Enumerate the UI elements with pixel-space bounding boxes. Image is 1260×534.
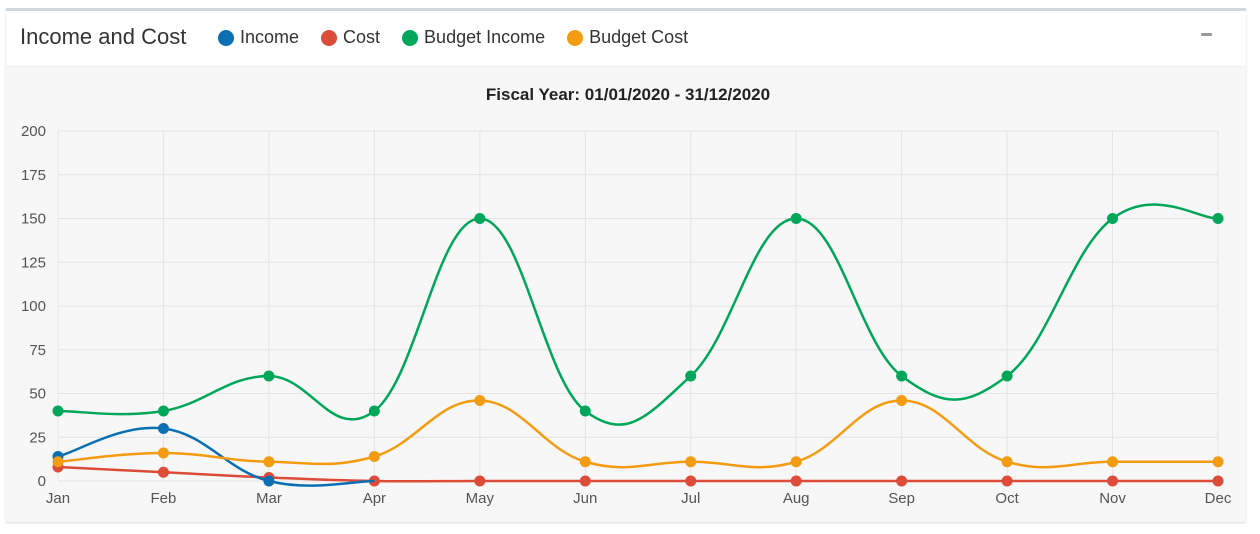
- data-point: [896, 370, 908, 382]
- y-tick-label: 25: [29, 429, 46, 446]
- data-point: [1001, 475, 1013, 487]
- legend-label: Budget Cost: [589, 27, 689, 47]
- data-point: [157, 405, 169, 417]
- data-point: [790, 213, 802, 224]
- chart-title: Fiscal Year: 01/01/2020 - 31/12/2020: [486, 85, 770, 104]
- x-tick-label: Dec: [1205, 490, 1232, 507]
- data-point: [52, 456, 64, 468]
- data-point: [685, 475, 697, 487]
- data-point: [474, 395, 486, 406]
- data-point: [52, 405, 64, 417]
- data-point: [579, 405, 591, 417]
- y-tick-label: 150: [21, 211, 46, 228]
- x-tick-label: Oct: [995, 490, 1019, 507]
- y-tick-label: 0: [38, 473, 46, 490]
- x-tick-label: Mar: [256, 490, 282, 507]
- legend-label: Budget Income: [424, 27, 546, 47]
- legend-item-budget-income[interactable]: Budget Income: [402, 27, 545, 48]
- legend-label: Income: [240, 27, 300, 47]
- line-chart: Fiscal Year: 01/01/2020 - 31/12/2020 0 25…: [21, 85, 1232, 507]
- series-line: [57, 399, 1218, 469]
- legend-swatch: [402, 29, 419, 46]
- grid: [57, 130, 1219, 482]
- legend-item-cost[interactable]: Cost: [321, 27, 380, 48]
- data-point: [790, 475, 802, 487]
- data-point: [263, 370, 275, 382]
- data-point: [368, 405, 380, 417]
- data-point: [1001, 456, 1013, 468]
- chart-legend: Income Cost Budget Income Budget Cost: [218, 27, 688, 48]
- data-point: [1212, 475, 1224, 487]
- legend-item-budget-cost[interactable]: Budget Cost: [567, 27, 688, 48]
- series-budget-cost: [52, 395, 1224, 469]
- data-point: [896, 395, 908, 406]
- data-point: [579, 475, 591, 487]
- legend-item-income[interactable]: Income: [218, 27, 299, 48]
- data-point: [157, 466, 169, 478]
- data-point: [157, 423, 169, 434]
- series-budget-income: [52, 203, 1224, 426]
- x-tick-label: Aug: [783, 490, 810, 507]
- data-point: [685, 456, 697, 468]
- y-tick-label: 200: [21, 123, 46, 140]
- legend-swatch: [567, 29, 584, 46]
- data-point: [1107, 456, 1119, 468]
- legend-swatch: [321, 29, 338, 46]
- legend-swatch: [218, 29, 234, 46]
- minimize-button[interactable]: [1200, 29, 1214, 39]
- data-point: [474, 475, 486, 487]
- x-tick-label: Jan: [46, 490, 70, 507]
- x-tick-label: Apr: [363, 490, 386, 507]
- series-line: [57, 465, 1218, 483]
- series-income: [52, 423, 375, 487]
- data-point: [790, 456, 802, 468]
- y-axis: 0 25 50 75 100 125 150 175 200: [21, 123, 46, 490]
- y-tick-label: 75: [29, 342, 46, 359]
- y-tick-label: 125: [21, 254, 46, 271]
- data-point: [1107, 475, 1119, 487]
- x-tick-label: May: [466, 490, 495, 507]
- data-point: [263, 456, 275, 468]
- x-tick-label: Nov: [1099, 490, 1126, 507]
- data-point: [263, 475, 275, 487]
- minus-icon: [1201, 33, 1212, 36]
- y-tick-label: 175: [21, 167, 46, 184]
- x-axis: Jan Feb Mar Apr May Jun Jul Aug Sep Oct Nov Dec: [46, 490, 1232, 507]
- data-point: [896, 475, 908, 487]
- x-tick-label: Sep: [888, 490, 915, 507]
- panel-title: Income and Cost: [20, 24, 187, 49]
- data-point: [579, 456, 591, 468]
- legend-label: Cost: [343, 27, 381, 47]
- data-point: [1107, 213, 1119, 224]
- series-line: [57, 426, 375, 487]
- data-point: [1212, 213, 1224, 224]
- panel-header: Income and Cost Income Cost Budget Income B…: [6, 11, 1246, 67]
- data-point: [1212, 456, 1224, 468]
- y-tick-label: 100: [21, 298, 46, 315]
- x-tick-label: Jul: [681, 490, 700, 507]
- x-tick-label: Feb: [151, 490, 177, 507]
- series-line: [57, 203, 1219, 426]
- income-cost-panel: Income and Cost Income Cost Budget Income B…: [6, 8, 1246, 522]
- data-point: [474, 213, 486, 224]
- y-tick-label: 50: [29, 386, 46, 403]
- data-point: [1001, 370, 1013, 382]
- data-point: [368, 451, 380, 462]
- data-point: [157, 447, 169, 459]
- data-point: [685, 370, 697, 382]
- x-tick-label: Jun: [573, 490, 597, 507]
